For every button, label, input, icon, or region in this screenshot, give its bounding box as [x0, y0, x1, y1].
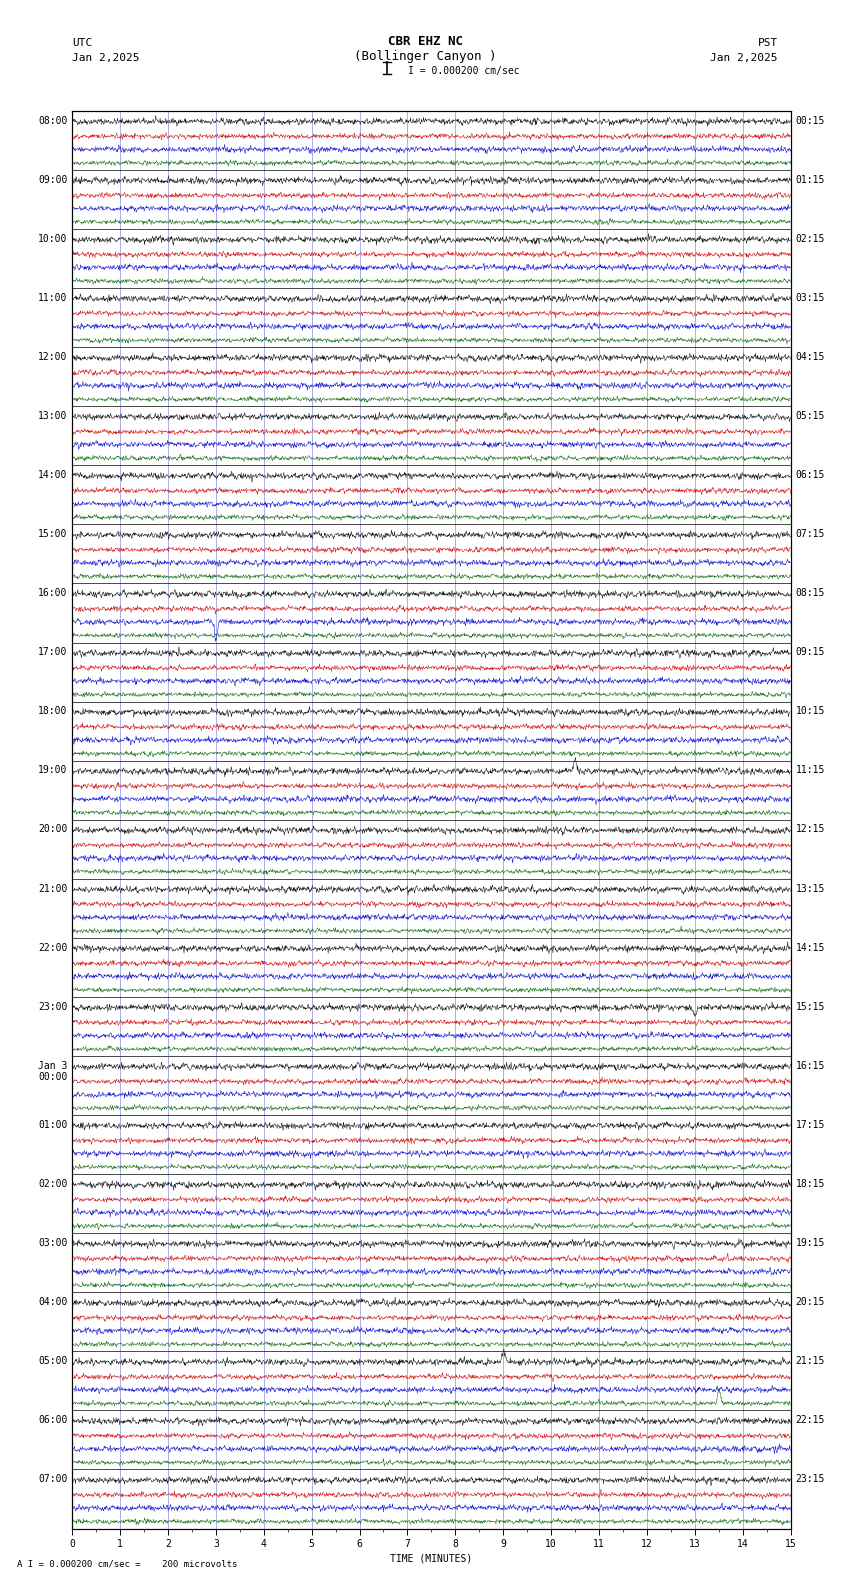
Text: Jan 2,2025: Jan 2,2025 [711, 54, 778, 63]
Text: A I = 0.000200 cm/sec =    200 microvolts: A I = 0.000200 cm/sec = 200 microvolts [17, 1559, 237, 1568]
Text: I = 0.000200 cm/sec: I = 0.000200 cm/sec [408, 67, 519, 76]
Text: UTC: UTC [72, 38, 93, 48]
X-axis label: TIME (MINUTES): TIME (MINUTES) [390, 1554, 473, 1563]
Text: PST: PST [757, 38, 778, 48]
Text: Jan 2,2025: Jan 2,2025 [72, 54, 139, 63]
Text: (Bollinger Canyon ): (Bollinger Canyon ) [354, 51, 496, 63]
Text: CBR EHZ NC: CBR EHZ NC [388, 35, 462, 48]
